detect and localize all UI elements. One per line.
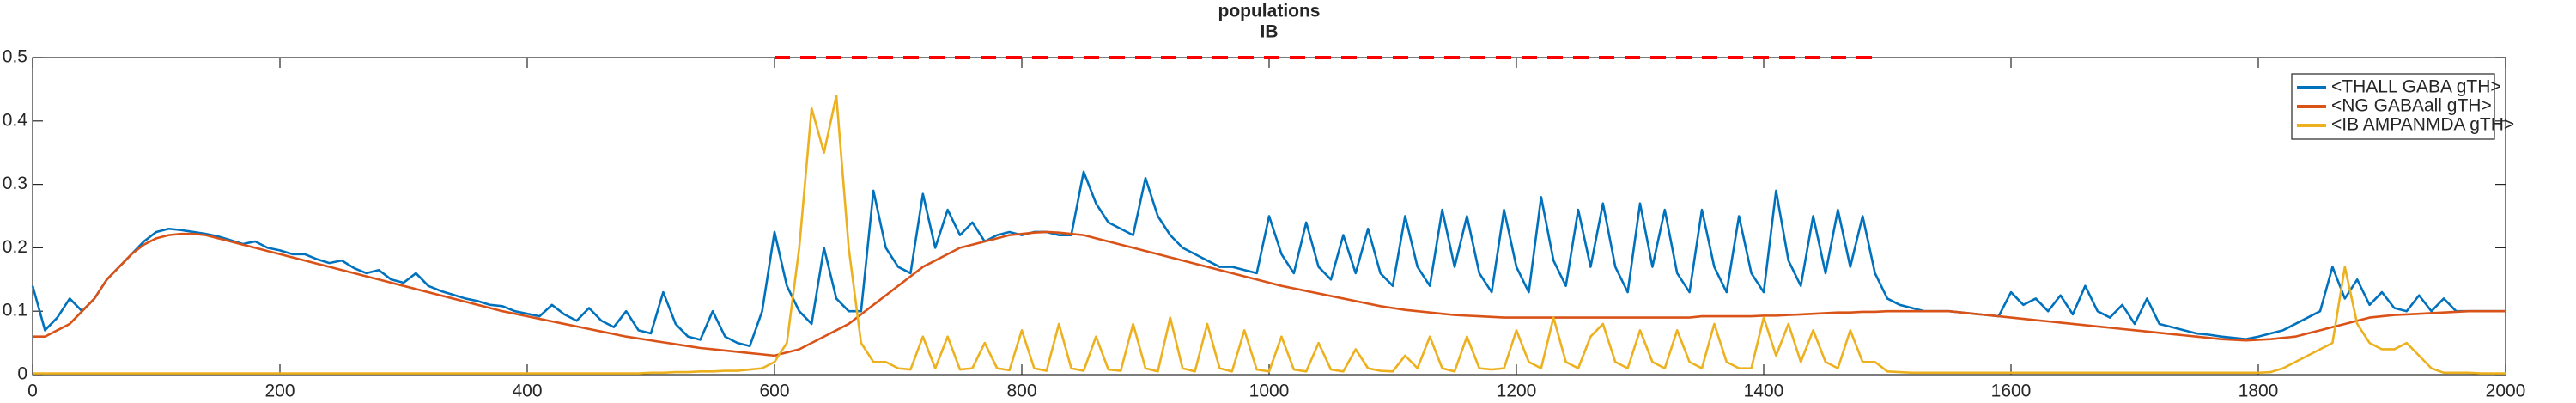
x-tick-label: 1800 [2239, 382, 2279, 401]
x-tick-label: 1000 [1249, 382, 1290, 401]
y-tick-label: 0.5 [3, 47, 27, 67]
x-tick-label: 0 [27, 382, 38, 401]
chart-title: populations [1218, 2, 1321, 21]
legend-label: <THALL GABA gTH> [2331, 77, 2501, 97]
data-line [31, 170, 2506, 348]
data-line [33, 94, 2506, 375]
y-tick-label: 0 [17, 364, 27, 384]
data-line [33, 230, 2506, 357]
x-tick-label: 400 [512, 382, 542, 401]
legend-label: <NG GABAall gTH> [2331, 96, 2492, 116]
y-tick-label: 0.1 [3, 301, 27, 321]
legend-label: <IB AMPANMDA gTH> [2331, 115, 2514, 135]
chart-subtitle: IB [1261, 22, 1279, 42]
y-tick-label: 0.3 [3, 174, 27, 193]
x-tick-label: 2000 [2486, 382, 2526, 401]
x-tick-label: 1400 [1744, 382, 1784, 401]
y-tick-label: 0.4 [3, 110, 28, 130]
x-tick-label: 1200 [1497, 382, 1537, 401]
y-tick-label: 0.2 [3, 237, 27, 257]
x-tick-label: 200 [264, 382, 295, 401]
x-tick-label: 1600 [1991, 382, 2032, 401]
x-tick-label: 800 [1006, 382, 1036, 401]
x-tick-label: 600 [759, 382, 789, 401]
